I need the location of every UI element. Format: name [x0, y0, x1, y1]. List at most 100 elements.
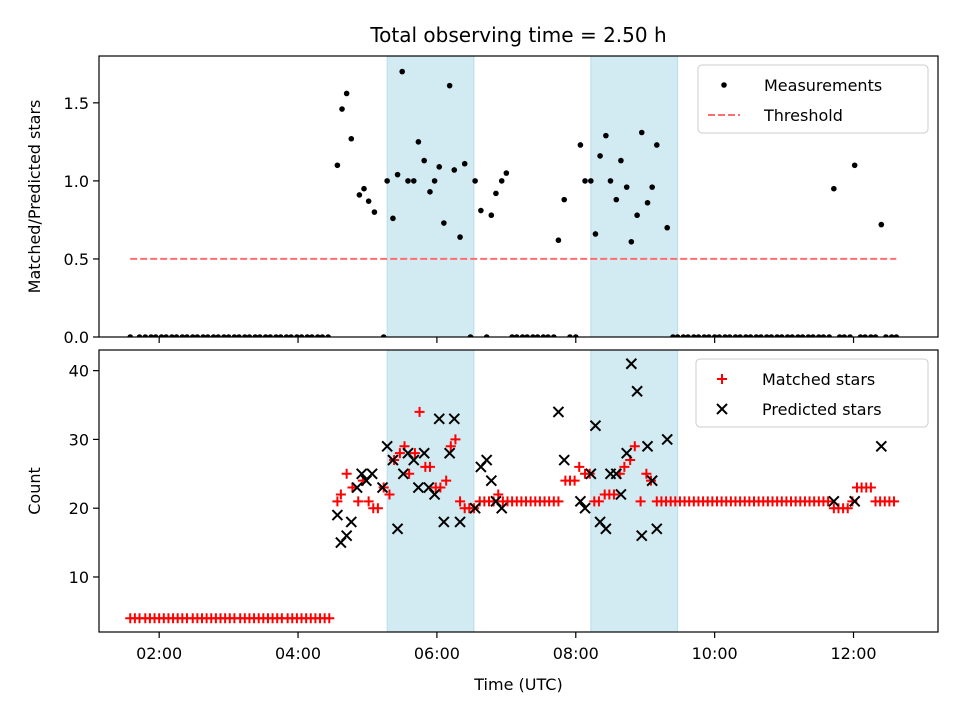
predicted-point: [641, 440, 654, 453]
measurement-point: [872, 334, 879, 337]
matched-point: [324, 613, 335, 624]
measurement-point: [503, 170, 510, 176]
measurement-point: [498, 178, 505, 184]
measurement-point: [267, 334, 274, 337]
matched-point: [435, 482, 446, 493]
matched-point: [445, 441, 456, 452]
measurement-point: [405, 178, 411, 184]
measurement-point: [509, 334, 515, 337]
measurement-point: [283, 334, 290, 337]
predicted-point: [418, 447, 430, 459]
measurement-point: [674, 334, 681, 337]
matched-point: [384, 489, 395, 500]
measurement-point: [810, 334, 816, 337]
top-panel: 0.0 0.5 1.0 1.5 Matched/Predicted stars Total…: [25, 23, 939, 347]
y-tick-label: 1.5: [64, 94, 89, 113]
measurement-point: [142, 334, 149, 337]
predicted-point: [631, 385, 643, 397]
predicted-point: [428, 488, 441, 501]
measurement-point: [841, 334, 848, 337]
measurement-point: [427, 189, 433, 195]
predicted-point: [340, 529, 353, 542]
measurement-point: [893, 334, 900, 337]
measurement-point: [530, 334, 536, 337]
predicted-point: [408, 454, 420, 466]
measurement-point: [252, 334, 259, 337]
measurement-point: [173, 334, 180, 337]
measurement-point: [664, 224, 671, 231]
measurement-point: [415, 139, 422, 145]
predicted-point: [376, 481, 389, 494]
y-axis-label: Count: [25, 467, 44, 515]
measurement-point: [384, 178, 390, 184]
measurement-point: [732, 334, 739, 337]
measurement-point: [451, 167, 458, 173]
measurement-point: [763, 334, 770, 337]
matched-point: [635, 496, 646, 507]
matched-point: [574, 461, 585, 472]
measurement-point: [262, 334, 269, 337]
predicted-point: [448, 413, 460, 425]
measurement-point: [753, 334, 760, 337]
measurement-point: [747, 334, 754, 337]
matched-point: [363, 496, 374, 507]
predicted-point: [351, 481, 363, 494]
measurement-point: [670, 334, 676, 337]
measurement-point: [236, 334, 242, 337]
matched-point: [341, 468, 352, 479]
measurement-point: [431, 178, 438, 184]
measurement-point: [883, 334, 889, 337]
measurement-point: [789, 334, 795, 337]
measurement-point: [225, 334, 232, 337]
predicted-point: [600, 523, 612, 535]
predicted-point: [454, 516, 466, 528]
measurement-point: [410, 178, 417, 184]
matched-point: [569, 475, 580, 486]
measurement-point: [179, 334, 186, 337]
matched-point: [889, 496, 900, 507]
predicted-point: [391, 523, 404, 535]
predicted-point: [620, 447, 633, 459]
measurement-point: [136, 334, 143, 337]
measurement-point: [361, 185, 367, 192]
measurement-point: [534, 334, 541, 337]
measurement-point: [638, 129, 645, 136]
measurement-point: [210, 334, 217, 337]
measurement-point: [524, 334, 530, 337]
x-tick-label: 12:00: [830, 644, 876, 663]
series-group: [125, 358, 900, 624]
measurement-point: [545, 334, 551, 337]
predicted-point: [496, 502, 508, 514]
measurement-point: [288, 334, 294, 337]
x-tick-label: 08:00: [553, 644, 599, 663]
measurement-point: [888, 334, 895, 337]
measurement-point: [847, 334, 853, 337]
predicted-point: [585, 468, 597, 480]
x-tick-label: 06:00: [414, 644, 460, 663]
predicted-point: [589, 419, 602, 432]
measurement-point: [826, 334, 833, 337]
predicted-point: [331, 509, 344, 521]
x-tick-label: 10:00: [692, 644, 738, 663]
predicted-point: [345, 516, 357, 528]
measurement-point: [805, 334, 812, 337]
measurement-point: [148, 334, 154, 337]
measurement-point: [277, 334, 284, 337]
axes-frame: [98, 55, 939, 338]
measurement-point: [399, 68, 405, 75]
measurement-point: [488, 212, 495, 219]
y-tick-label: 1.0: [64, 172, 89, 191]
measurement-point: [878, 221, 885, 228]
measurement-point: [242, 334, 248, 337]
predicted-point: [574, 495, 587, 508]
measurement-point: [334, 162, 341, 169]
measurement-point: [204, 334, 211, 337]
measurement-point: [644, 199, 651, 206]
x-axis-label: Time (UTC): [473, 675, 562, 694]
y-tick-label: 40: [69, 362, 89, 381]
measurement-point: [711, 334, 718, 337]
predicted-point: [875, 440, 888, 453]
measurement-point: [567, 334, 573, 337]
measurement-point: [820, 334, 827, 337]
matched-point: [553, 496, 564, 507]
